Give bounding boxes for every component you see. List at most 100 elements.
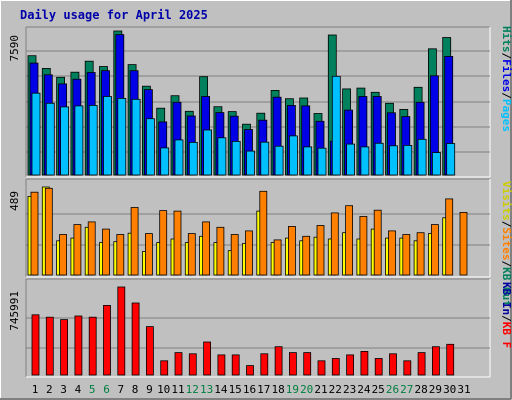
bar-sites-day-12 (187, 233, 196, 276)
bar-kb-f-day-26 (389, 353, 397, 376)
bar-sites-day-20 (302, 235, 311, 276)
legend-item: KB Out (500, 267, 512, 307)
x-tick-day-31: 31 (457, 383, 470, 396)
legend-item: KB F (500, 322, 512, 349)
x-tick-day-17: 17 (257, 383, 270, 396)
bar-sites-day-25 (373, 209, 382, 276)
bar-pages-day-28 (417, 138, 427, 176)
x-tick-day-14: 14 (214, 383, 228, 396)
x-tick-day-5: 5 (89, 383, 96, 396)
bar-kb-f-day-7 (117, 286, 126, 376)
x-tick-day-28: 28 (414, 383, 427, 396)
x-tick-day-7: 7 (117, 383, 124, 396)
x-tick-day-25: 25 (372, 383, 385, 396)
bar-kb-f-day-8 (131, 302, 140, 376)
legend-separator: / (500, 261, 512, 268)
bar-sites-day-15 (230, 234, 239, 276)
x-tick-day-12: 12 (186, 383, 199, 396)
bar-pages-day-14 (217, 137, 227, 176)
x-tick-day-11: 11 (171, 383, 184, 396)
bar-kb-f-day-9 (145, 326, 154, 376)
bar-pages-day-4 (74, 105, 84, 176)
legend-separator: / (500, 53, 512, 60)
bar-kb-f-day-19 (288, 352, 297, 376)
bar-sites-day-1 (30, 191, 39, 276)
legend-item: KB In (500, 282, 512, 315)
legend-separator: / (500, 315, 512, 322)
y-max-label: 745991 (8, 291, 21, 331)
bar-kb-f-day-16 (246, 365, 254, 376)
bar-sites-day-27 (402, 234, 411, 276)
bar-sites-day-24 (359, 216, 368, 276)
chart-title: Daily usage for April 2025 (20, 8, 208, 22)
x-tick-day-18: 18 (271, 383, 284, 396)
x-tick-day-16: 16 (243, 383, 256, 396)
bar-sites-day-16 (245, 230, 253, 276)
bar-pages-day-18 (274, 145, 284, 176)
bar-kb-f-day-20 (303, 352, 312, 376)
bar-pages-day-24 (360, 146, 370, 176)
bar-sites-day-28 (416, 232, 425, 276)
bar-kb-f-day-11 (174, 352, 183, 376)
bar-pages-day-9 (145, 118, 155, 176)
bar-pages-day-1 (31, 92, 41, 176)
x-tick-day-30: 30 (443, 383, 456, 396)
bar-pages-day-11 (174, 139, 184, 176)
bar-sites-day-5 (87, 221, 96, 276)
bar-kb-f-day-28 (417, 352, 426, 376)
bar-pages-day-21 (317, 147, 327, 176)
bar-pages-day-25 (374, 142, 384, 176)
bar-kb-f-day-14 (217, 354, 226, 376)
bar-pages-day-10 (160, 147, 170, 176)
x-tick-day-3: 3 (60, 383, 67, 396)
bar-sites-day-14 (216, 226, 225, 276)
x-tick-day-27: 27 (400, 383, 413, 396)
x-tick-day-2: 2 (46, 383, 53, 396)
bar-sites-day-19 (287, 225, 296, 276)
bar-pages-day-12 (188, 141, 198, 176)
x-tick-day-29: 29 (429, 383, 442, 396)
bar-pages-day-30 (446, 143, 456, 176)
bar-kb-f-day-30 (446, 343, 455, 376)
bar-kb-f-day-18 (274, 346, 283, 376)
x-tick-day-8: 8 (132, 383, 139, 396)
legend-item: Hits (500, 26, 512, 53)
bar-pages-day-8 (131, 98, 141, 176)
x-tick-day-15: 15 (229, 383, 242, 396)
bar-sites-day-4 (73, 224, 82, 276)
bar-kb-f-day-10 (160, 360, 169, 376)
x-tick-day-4: 4 (75, 383, 82, 396)
bar-sites-day-11 (173, 210, 182, 276)
bar-kb-f-day-23 (346, 354, 355, 376)
legend-item: Sites (500, 227, 512, 260)
x-tick-day-20: 20 (300, 383, 313, 396)
bar-kb-f-day-4 (74, 315, 83, 376)
bar-kb-f-day-27 (403, 360, 412, 376)
bar-pages-day-13 (203, 129, 213, 176)
bar-sites-day-30 (445, 198, 454, 276)
bar-kb-f-day-17 (260, 353, 269, 376)
x-tick-day-9: 9 (146, 383, 153, 396)
bar-kb-f-day-1 (31, 314, 40, 376)
bar-pages-day-19 (288, 135, 298, 176)
panel-hits-files-pages: 7590 (8, 26, 491, 178)
bar-sites-day-10 (159, 210, 168, 276)
bar-kb-f-day-3 (60, 319, 68, 376)
bar-pages-day-2 (45, 102, 55, 176)
bar-pages-day-29 (431, 152, 441, 176)
x-tick-day-22: 22 (329, 383, 342, 396)
bar-pages-day-3 (60, 106, 69, 176)
x-tick-day-13: 13 (200, 383, 213, 396)
bar-pages-day-20 (303, 146, 313, 176)
bar-kb-f-day-24 (360, 350, 369, 376)
bar-kb-f-day-12 (188, 353, 197, 376)
x-tick-day-10: 10 (157, 383, 170, 396)
bar-sites-day-7 (116, 234, 125, 276)
x-axis-ticks: 1 2 3 4 5 6 7 8 9 10 11 12 13 14 15 16 17 18 19 20 21 22 23 24 2… (32, 383, 471, 396)
panel-visits-sites: 489 (8, 178, 491, 278)
y-max-label: 7590 (8, 35, 21, 62)
bar-pages-day-26 (389, 145, 398, 176)
bar-pages-day-17 (260, 141, 270, 176)
